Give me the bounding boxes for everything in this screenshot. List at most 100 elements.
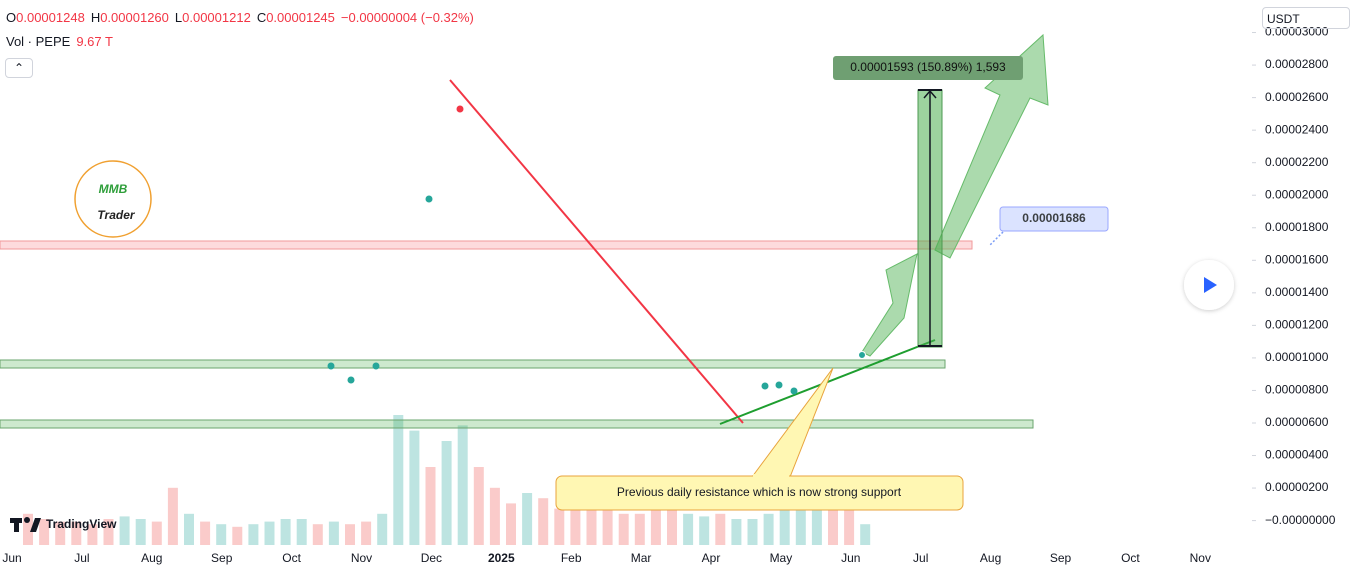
target-box: [999, 206, 1109, 232]
volume-bar: [312, 524, 323, 545]
collapse-button[interactable]: ⌃: [5, 58, 33, 78]
marker: [761, 382, 769, 390]
support-zone: [0, 359, 946, 369]
projection-arrow: [934, 33, 1049, 259]
volume-bar: [328, 521, 339, 545]
volume-bar: [650, 508, 661, 545]
volume-bar: [634, 513, 645, 545]
x-tick-label: Jun: [2, 551, 21, 565]
y-tick-label: −0.00000000: [1265, 513, 1336, 527]
x-tick-label: Aug: [980, 551, 1001, 565]
y-tick-label: 0.00001000: [1265, 350, 1329, 364]
volume-bar: [248, 524, 259, 545]
label: Vol · PEPE: [6, 34, 71, 49]
volume-bar: [554, 508, 565, 545]
value: 0.00001212: [182, 10, 251, 25]
callout-text: Previous daily resistance which is now s…: [617, 485, 902, 499]
volume-bar: [731, 519, 742, 545]
target-label: 0.00001686: [1022, 211, 1086, 225]
volume-bar: [618, 513, 629, 545]
marker: [858, 351, 866, 359]
x-tick-label: Sep: [1050, 551, 1072, 565]
y-tick-label: 0.00000800: [1265, 383, 1329, 397]
volume-bar: [377, 513, 388, 545]
volume-bar: [55, 521, 66, 545]
volume-bar: [184, 513, 194, 545]
y-tick-label: 0.00001200: [1265, 318, 1329, 332]
logo-title: MMB: [99, 182, 128, 196]
volume-bar: [844, 503, 855, 545]
x-tick-label: Mar: [631, 551, 652, 565]
volume-bar: [39, 519, 50, 545]
y-tick-label: 0.00002400: [1265, 122, 1329, 136]
volume-bar: [103, 519, 114, 545]
marker: [775, 381, 783, 389]
volume-layer: [23, 415, 871, 545]
support-zone: [0, 419, 1034, 429]
volume-bar: [151, 521, 162, 545]
x-tick-label: Oct: [282, 551, 301, 565]
volume-bar: [345, 524, 355, 545]
volume-bar: [441, 441, 452, 545]
logo-subtitle: Trader: [97, 208, 135, 222]
x-tick-label: Nov: [1190, 551, 1211, 565]
volume-bar: [71, 521, 82, 545]
y-tick-label: 0.00001600: [1265, 252, 1329, 266]
volume-bar: [425, 467, 436, 545]
y-tick-label: 0.00001400: [1265, 285, 1329, 299]
x-tick-label: Nov: [351, 551, 372, 565]
price-axis: −0.00000000 0.00000200 0.00000400 0.0000060…: [2, 25, 1336, 565]
volume-bar: [811, 493, 822, 545]
x-tick-label: Jun: [841, 551, 860, 565]
volume-bar: [200, 521, 211, 545]
x-tick-label: Jul: [913, 551, 928, 565]
y-tick-label: 0.00002000: [1265, 187, 1329, 201]
brand-name: TradingView: [46, 517, 117, 531]
currency-selector[interactable]: USDT: [1262, 7, 1350, 29]
y-tick-label: 0.00002600: [1265, 90, 1329, 104]
volume-bar: [361, 521, 372, 545]
volume-bar: [683, 513, 694, 545]
projection-arrow: [861, 253, 918, 357]
volume-bar: [506, 503, 516, 545]
value: 0.00001245: [266, 10, 335, 25]
callout-joint: [753, 474, 789, 478]
volume-bar: [393, 415, 404, 545]
volume-bar: [795, 487, 806, 545]
volume-bar: [457, 425, 468, 545]
volume-bar: [23, 513, 33, 545]
volume-bar: [602, 508, 613, 545]
play-icon: [1204, 277, 1217, 293]
volume-bar: [409, 430, 420, 545]
marker: [372, 362, 380, 370]
volume-bar: [264, 521, 275, 545]
volume-bar: [586, 503, 597, 545]
y-tick-label: 0.00000600: [1265, 415, 1329, 429]
volume-bar: [747, 519, 758, 545]
volume-bar: [167, 487, 178, 545]
label: O: [6, 10, 17, 25]
volume-bar: [87, 524, 98, 545]
volume-bar: [667, 503, 677, 545]
marker: [347, 376, 355, 384]
volume-bar: [860, 524, 871, 545]
volume-legend: Vol · PEPE 9.67 T: [6, 34, 113, 49]
y-tick-label: 0.00000400: [1265, 448, 1329, 462]
volume-bar: [296, 519, 307, 545]
x-tick-label: Sep: [211, 551, 233, 565]
y-tick-label: 0.00002800: [1265, 57, 1329, 71]
volume-bar: [715, 513, 726, 545]
ohlc-legend: O0.00001248 H0.00001260 L0.00001212 C0.0000…: [6, 10, 480, 25]
change: −0.00000004 (−0.32%): [340, 10, 474, 25]
volume-bar: [119, 516, 130, 545]
y-tick-label: 0.00000200: [1265, 480, 1329, 494]
volume-bar: [828, 508, 838, 545]
x-tick-label: Feb: [561, 551, 582, 565]
brand-mark: [10, 517, 41, 532]
measure-box: [833, 56, 1023, 80]
x-tick-label: Jul: [74, 551, 89, 565]
x-tick-label: Dec: [421, 551, 442, 565]
label: L: [174, 10, 183, 25]
logo-ring: [74, 160, 152, 238]
